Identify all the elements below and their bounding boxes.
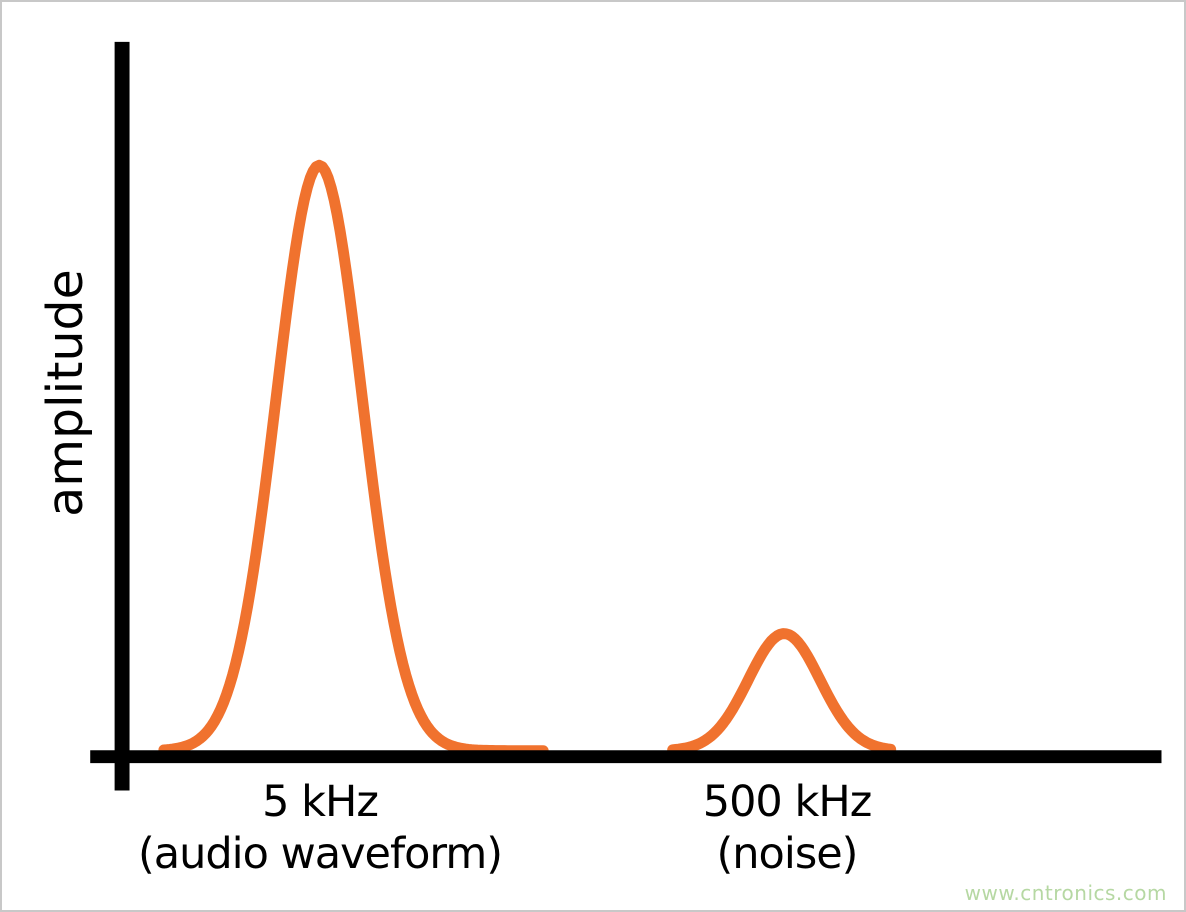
peak1-frequency: 5 kHz	[262, 777, 379, 827]
peak2-frequency: 500 kHz	[702, 777, 873, 827]
peak2-label: 500 kHz (noise)	[577, 776, 997, 880]
peak1-label: 5 kHz (audio waveform)	[110, 776, 530, 880]
watermark: www.cntronics.com	[964, 881, 1167, 905]
spectrum-curves	[158, 159, 897, 757]
peak1-description: (audio waveform)	[137, 829, 503, 879]
y-axis-label: amplitude	[37, 269, 94, 517]
peak2-description: (noise)	[716, 829, 859, 879]
spectrum-axes	[90, 41, 1162, 791]
